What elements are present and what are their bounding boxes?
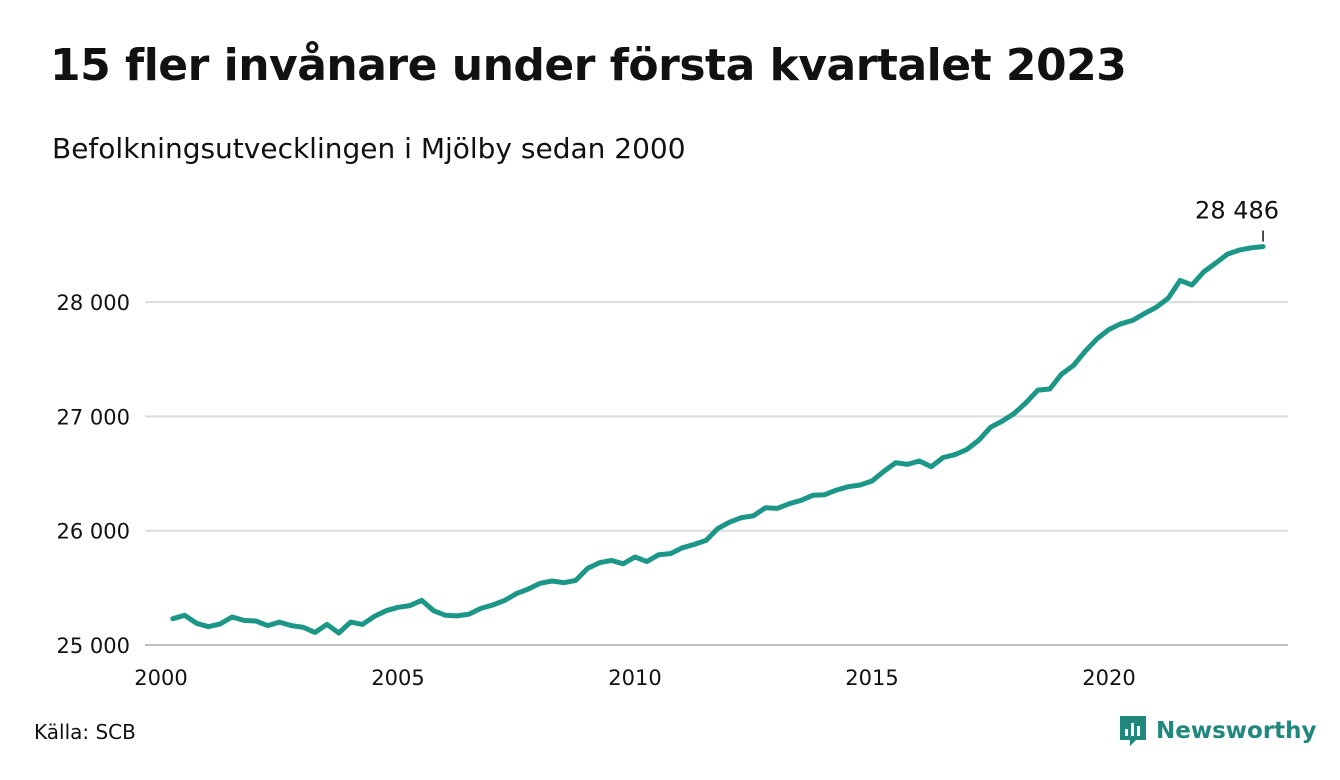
end-value-label: 28 486 [1195, 197, 1279, 225]
x-tick-label: 2000 [134, 666, 187, 690]
chart-subtitle: Befolkningsutvecklingen i Mjölby sedan 2… [52, 132, 686, 165]
grid-lines [145, 301, 1288, 646]
x-tick-label: 2020 [1082, 666, 1135, 690]
x-tick-label: 2015 [845, 666, 898, 690]
x-tick-label: 2005 [371, 666, 424, 690]
chart-title: 15 fler invånare under första kvartalet … [50, 40, 1127, 91]
x-axis-tick-labels: 2000 2005 2010 2015 2020 [134, 666, 1135, 690]
y-axis-tick-labels: 25 000 26 000 27 000 28 000 [57, 291, 130, 658]
line-chart: 25 000 26 000 27 000 28 000 2000 2005 2010 201… [57, 197, 1288, 690]
newsworthy-logo: Newsworthy [1118, 714, 1317, 748]
newsworthy-logo-icon [1120, 716, 1146, 746]
x-tick-label: 2010 [608, 666, 661, 690]
y-tick-label: 25 000 [57, 634, 130, 658]
y-tick-label: 28 000 [57, 291, 130, 315]
population-series-line [170, 244, 1266, 636]
newsworthy-logo-text: Newsworthy [1156, 718, 1317, 744]
y-tick-label: 26 000 [57, 520, 130, 544]
source-note: Källa: SCB [34, 720, 136, 744]
y-tick-label: 27 000 [57, 405, 130, 429]
